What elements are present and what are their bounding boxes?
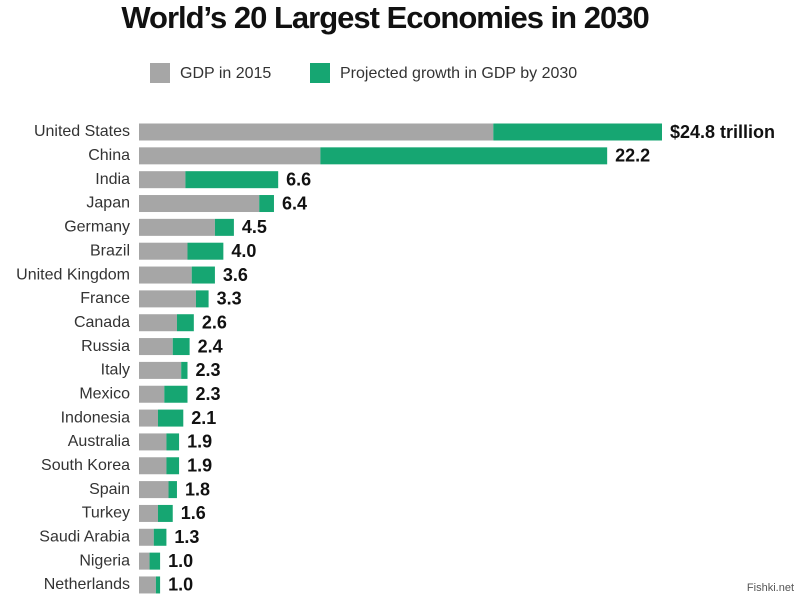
watermark: Fishki.net [747,582,794,594]
legend-swatch [150,63,170,83]
legend-label: Projected growth in GDP by 2030 [340,65,577,82]
bar-segment [181,361,188,379]
category-label: Nigeria [79,552,130,569]
category-label: Spain [89,481,130,498]
bar-segment [139,504,158,522]
total-label: 6.6 [286,169,311,189]
bar-segment [214,218,234,236]
bar-segment [259,195,274,213]
bar-segment [139,338,173,356]
bar-segment [172,338,190,356]
total-label: $24.8 trillion [670,122,775,142]
total-label: 2.4 [198,336,223,356]
bar-segment [139,266,192,284]
total-label: 22.2 [615,146,650,166]
bar-segment [139,314,177,332]
total-label: 1.0 [168,551,193,571]
total-label: 4.5 [242,217,267,237]
category-label: Indonesia [61,409,130,426]
bar-segment [139,552,150,570]
bar-segment [139,242,188,260]
chart-title: World’s 20 Largest Economies in 2030 [121,0,648,35]
bar-segment [139,528,154,546]
total-label: 3.6 [223,265,248,285]
bar-segment [176,314,194,332]
category-label: South Korea [41,457,130,474]
category-label: Australia [68,433,130,450]
bar-segment [187,242,224,260]
bar-segment [195,290,209,308]
total-label: 2.6 [202,312,227,332]
category-label: China [88,147,130,164]
category-label: Mexico [79,385,130,402]
bar-segment [155,576,161,594]
bar-segment [153,528,167,546]
bar-segment [166,457,180,475]
bar-segment [157,409,184,427]
category-label: Japan [86,195,130,212]
total-label: 1.0 [168,575,193,595]
category-label: Saudi Arabia [39,528,130,545]
total-label: 4.0 [231,241,256,261]
total-label: 1.8 [185,479,210,499]
total-label: 3.3 [217,289,242,309]
category-label: India [95,171,130,188]
bar-segment [139,361,182,379]
total-label: 6.4 [282,193,307,213]
bar-segment [139,290,196,308]
bar-segment [185,171,279,189]
bar-segment [139,171,186,189]
category-label: Italy [101,362,130,379]
bar-segment [139,147,321,165]
bar-segment [168,481,177,499]
category-label: Turkey [82,505,130,522]
total-label: 1.6 [181,503,206,523]
bar-segment [139,409,158,427]
total-label: 1.9 [187,432,212,452]
legend-label: GDP in 2015 [180,65,271,82]
category-label: Germany [64,219,130,236]
bar-segment [164,385,188,403]
bar-segment [139,433,167,451]
legend-swatch [310,63,330,83]
total-label: 1.3 [174,527,199,547]
bar-segment [139,218,215,236]
bar-segment [139,123,494,141]
bar-segment [166,433,180,451]
bar-segment [157,504,173,522]
category-label: Russia [81,338,130,355]
bar-segment [139,481,169,499]
category-label: United States [34,123,130,140]
bar-segment [139,457,167,475]
total-label: 2.3 [196,384,221,404]
category-label: Brazil [90,242,130,259]
category-label: Canada [74,314,130,331]
category-label: France [80,290,130,307]
bar-segment [149,552,161,570]
bar-segment [191,266,215,284]
total-label: 2.1 [191,408,216,428]
total-label: 2.3 [196,360,221,380]
category-label: Netherlands [44,576,130,593]
bar-segment [139,385,165,403]
bar-segment [139,576,156,594]
total-label: 1.9 [187,456,212,476]
bar-segment [139,195,260,213]
bar-segment [320,147,608,165]
category-label: United Kingdom [16,266,130,283]
bar-segment [493,123,662,141]
